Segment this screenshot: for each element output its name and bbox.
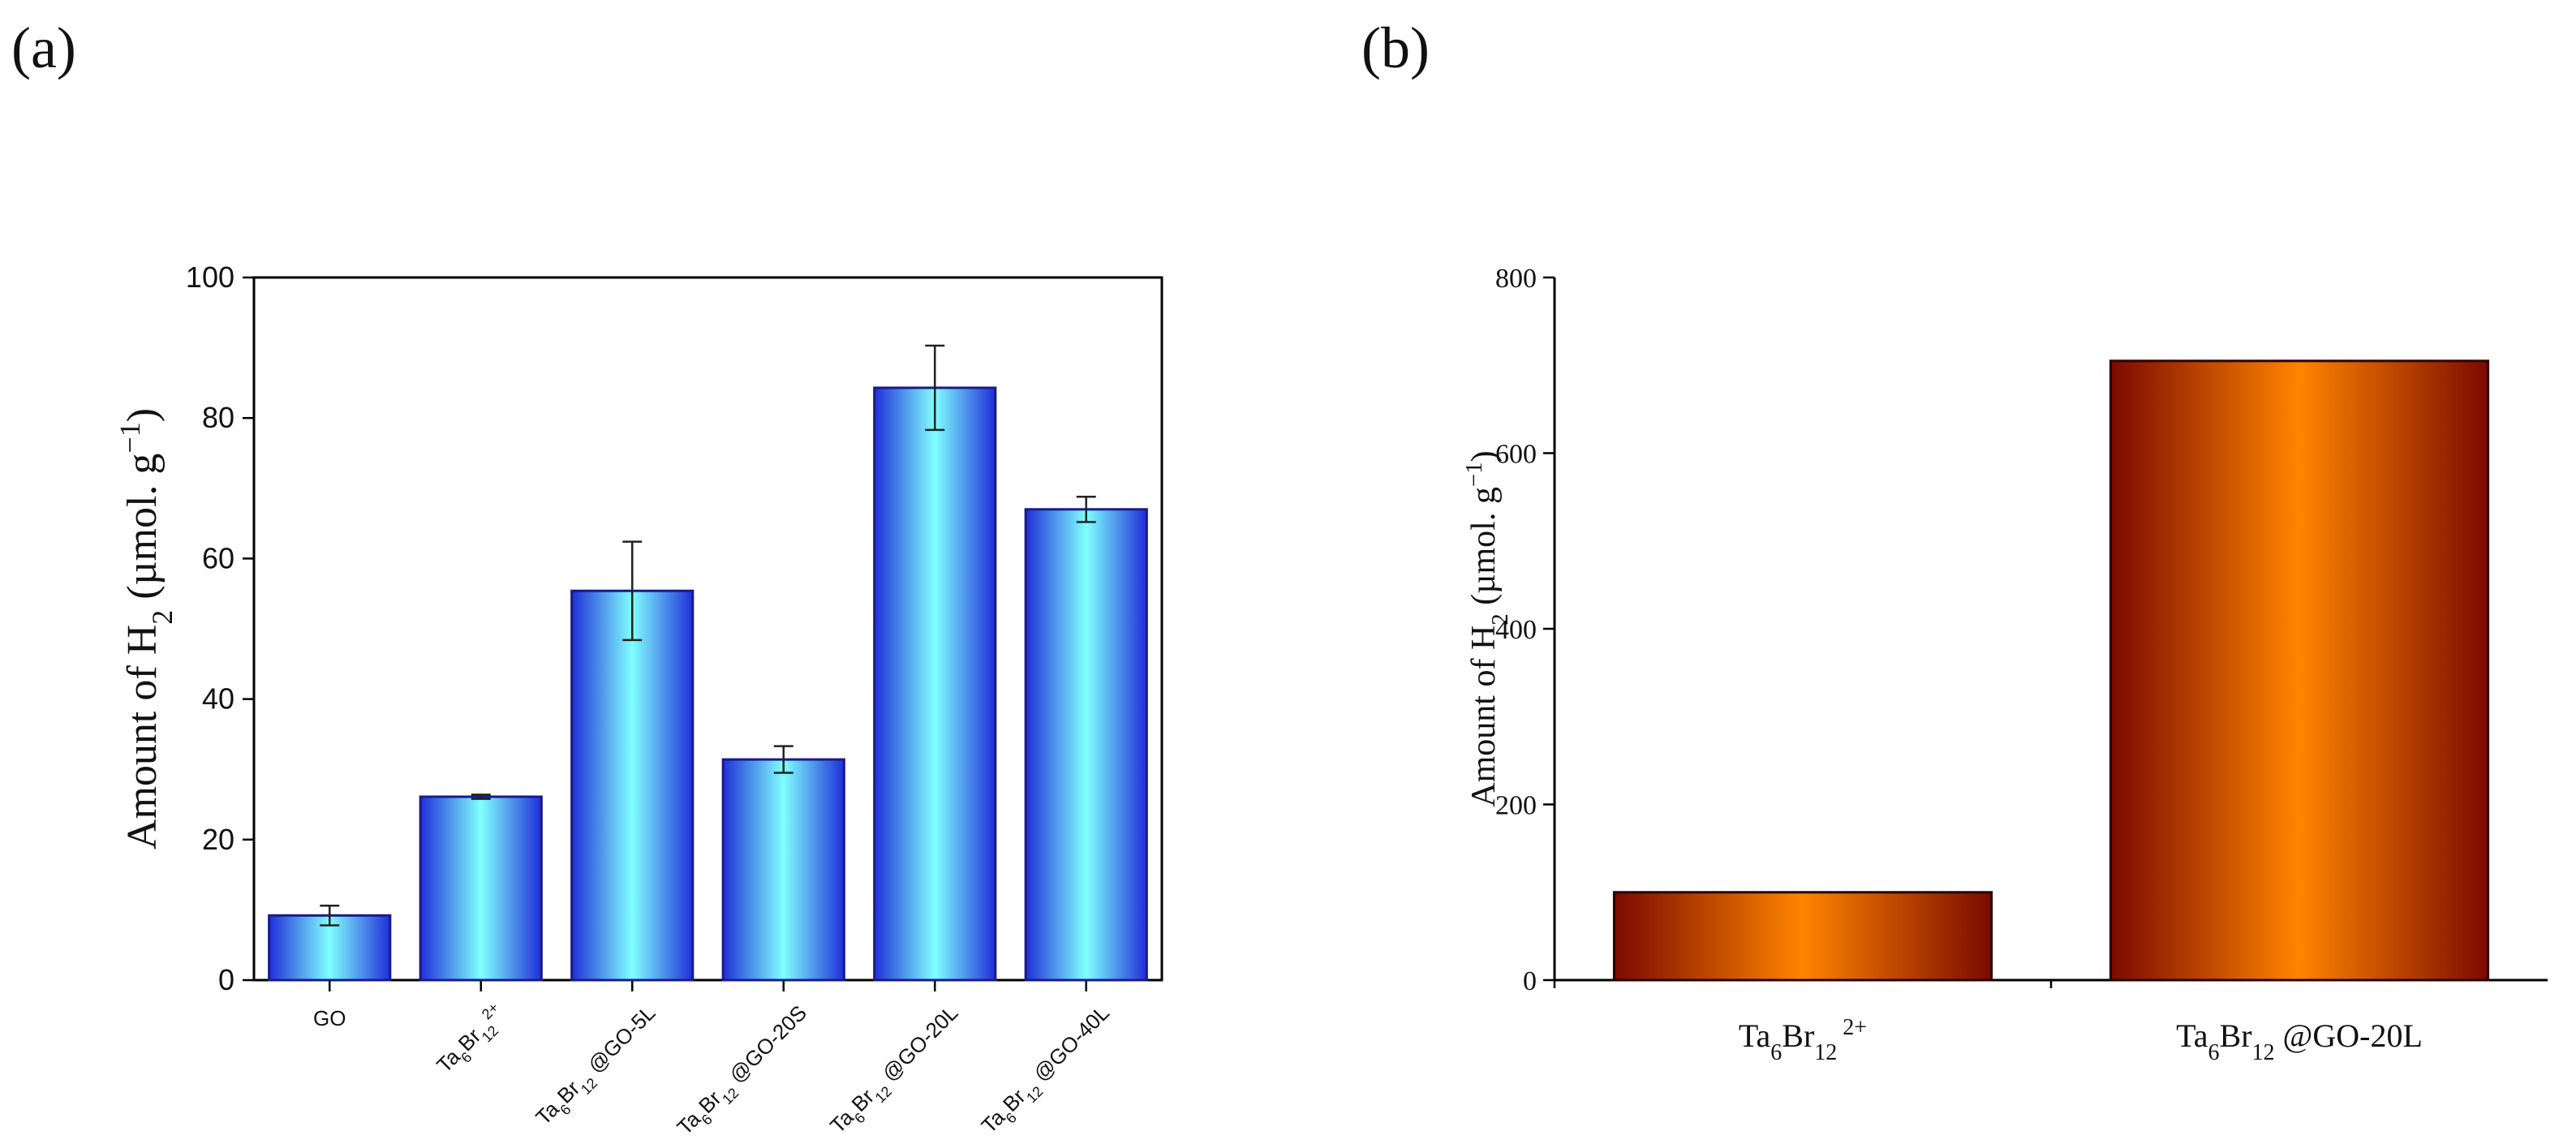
x-category-label-a: Ta6Br12 @GO-5L [531, 1000, 664, 1134]
y-tick-label-b: 600 [1495, 440, 1537, 470]
y-tick-label-a: 100 [186, 260, 234, 294]
panel-label-b: (b) [1361, 15, 1430, 80]
x-category-label-a: GO [313, 1006, 346, 1030]
y-tick-label-b: 400 [1495, 615, 1537, 645]
bar-b [2109, 359, 2490, 982]
bar-a [1024, 508, 1148, 982]
bar-a [570, 589, 695, 982]
y-tick-label-b: 0 [1523, 966, 1537, 996]
x-category-label-a: Ta6Br12 @GO-40L [977, 1000, 1119, 1142]
y-axis-label-b: Amount of H2 (µmol. g−1) [1461, 450, 1513, 806]
y-tick-label-a: 80 [202, 401, 234, 434]
x-category-label-a: Ta6Br12 @GO-20S [673, 1000, 816, 1144]
bar-a [419, 795, 543, 982]
y-axis-label-a: Amount of H2 (µmol. g−1) [114, 408, 178, 849]
y-tick-label-a: 20 [202, 823, 234, 856]
x-category-label-b: Ta6Br12 2+ [1739, 1015, 1867, 1065]
panel-label-a: (a) [11, 15, 76, 80]
chart-b: 0 200 400 600 800 Ta6Br12 2+ Ta6Br12 @GO-20L Am… [1461, 264, 2548, 1065]
x-category-label-b: Ta6Br12 @GO-20L [2176, 1017, 2423, 1065]
bar-b [1612, 891, 1993, 982]
y-tick-label-b: 800 [1495, 264, 1537, 294]
y-tick-label-a: 0 [218, 963, 234, 996]
bar-a [873, 386, 997, 982]
y-tick-label-b: 200 [1495, 791, 1537, 821]
x-category-label-a: Ta6Br12 @GO-20L [825, 1000, 967, 1142]
x-category-label-a: Ta6Br122+ [431, 1000, 514, 1082]
bar-a [721, 758, 845, 982]
y-tick-label-a: 60 [202, 541, 234, 574]
plot-frame-a [252, 276, 1163, 982]
y-tick-label-a: 40 [202, 682, 234, 716]
